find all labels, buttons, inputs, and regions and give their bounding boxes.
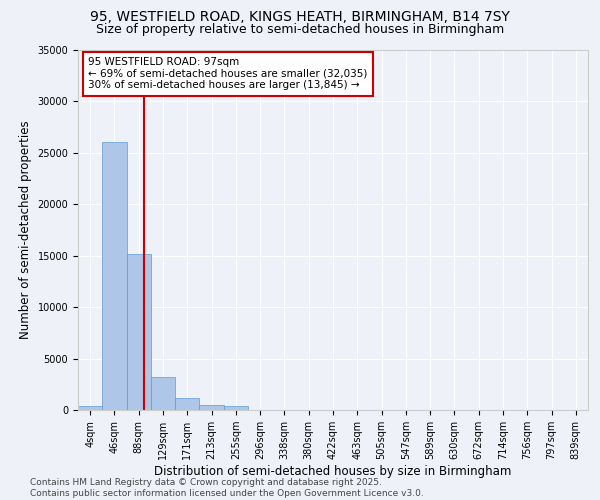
Text: Contains HM Land Registry data © Crown copyright and database right 2025.
Contai: Contains HM Land Registry data © Crown c… [30, 478, 424, 498]
Bar [175, 398, 199, 410]
Text: 95, WESTFIELD ROAD, KINGS HEATH, BIRMINGHAM, B14 7SY: 95, WESTFIELD ROAD, KINGS HEATH, BIRMING… [90, 10, 510, 24]
Text: 95 WESTFIELD ROAD: 97sqm
← 69% of semi-detached houses are smaller (32,035)
30% : 95 WESTFIELD ROAD: 97sqm ← 69% of semi-d… [88, 57, 368, 90]
X-axis label: Distribution of semi-detached houses by size in Birmingham: Distribution of semi-detached houses by … [154, 465, 512, 478]
Y-axis label: Number of semi-detached properties: Number of semi-detached properties [19, 120, 32, 340]
Bar [199, 405, 224, 410]
Bar [102, 142, 127, 410]
Bar [151, 377, 175, 410]
Bar [78, 406, 102, 410]
Text: Size of property relative to semi-detached houses in Birmingham: Size of property relative to semi-detach… [96, 22, 504, 36]
Bar [224, 406, 248, 410]
Bar [127, 254, 151, 410]
